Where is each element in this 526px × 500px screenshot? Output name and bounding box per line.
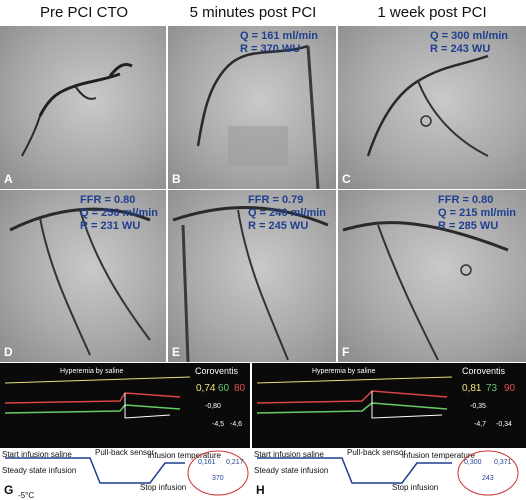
annotation-infusion-temp: infusion temperature [402,451,475,460]
ws-temp: -0,34 [496,421,512,428]
r-value: 370 [212,475,224,482]
panel-label: H [256,483,265,497]
flow-value: Q = 215 ml/min [438,207,516,219]
angiogram-panel-f: FFR = 0.80 Q = 215 ml/min R = 285 WU F [338,190,526,362]
panel-label: C [342,172,351,186]
annotation-stop: Stop infusion [392,483,439,492]
annotation-stop: Stop infusion [140,483,187,492]
angiogram-panel-a: A [0,26,166,189]
vessel-drawing [172,206,329,362]
panel-label: F [342,345,350,359]
ffr-value: FFR = 0.79 [248,194,304,206]
annotation-pullback: Pull-back sensor [347,448,407,457]
angiogram-panel-b: Q = 161 ml/min R = 370 WU B [168,26,336,189]
header-pre-pci: Pre PCI CTO [39,4,129,21]
pd-value: 90 [504,383,516,394]
q2-value: 0,217 [226,459,244,466]
ffr-value: FFR = 0.80 [438,194,494,206]
measurement-block: FFR = 0.80 Q = 256 ml/min R = 231 WU [80,194,158,233]
measurement-block: FFR = 0.79 Q = 246 ml/min R = 245 WU [248,194,326,233]
temperature-curve [5,450,249,496]
vessel-drawing [196,44,320,189]
vessel-drawing [366,54,489,157]
vessel-drawing [9,207,151,356]
resistance-value: R = 243 WU [430,43,491,55]
angiogram-panel-c: Q = 300 ml/min R = 243 WU C [338,26,526,189]
annotation-steady: Steady state infusion [254,466,329,475]
ffr-value: FFR = 0.80 [80,194,136,206]
panel-label: A [4,172,13,186]
header-5-minutes: 5 minutes post PCI [189,4,317,21]
resistance-value: R = 245 WU [248,220,309,232]
q2-value: 0,371 [494,459,512,466]
flow-value: Q = 246 ml/min [248,207,326,219]
vessel-drawing [21,62,133,157]
flow-value: Q = 300 ml/min [430,30,508,42]
wl-temp: -4,7 [474,421,487,428]
pressure-trace [256,376,453,419]
annotation-start: Start infusion saline [254,450,324,459]
r-value: 243 [482,475,494,482]
measurement-block: FFR = 0.80 Q = 215 ml/min R = 285 WU [438,194,516,233]
annotation-infusion-temp: infusion temperature [148,451,221,460]
annotation-pullback: Pull-back sensor [95,448,155,457]
temperature-curve [257,450,519,496]
annotation-start: Start infusion saline [2,450,72,459]
flow-value: Q = 256 ml/min [80,207,158,219]
monitor-panel-h: Hyperemia by saline Coroventis 0,81 73 9… [252,363,526,500]
flow-value: Q = 161 ml/min [240,30,318,42]
header-1-week: 1 week post PCI [377,4,487,21]
vessel-drawing [342,221,509,361]
panel-label: E [172,345,181,359]
panel-label: D [4,345,13,359]
panel-label: B [172,172,181,186]
q-value: 0,300 [464,459,482,466]
resistance-value: R = 231 WU [80,220,141,232]
sm-value: -0,80 [205,403,221,410]
wl-temp: -4,5 [212,421,225,428]
angiogram-panel-d: FFR = 0.80 Q = 256 ml/min R = 231 WU D [0,190,166,362]
monitor-screen: Hyperemia by saline Coroventis 0,74 60 8… [0,363,250,448]
resistance-value: R = 285 WU [438,220,499,232]
monitor-screen: Hyperemia by saline Coroventis 0,81 73 9… [252,363,526,448]
q-value: 0,161 [198,459,216,466]
sm-value: -0,35 [470,403,486,410]
ffr-value: 0,74 [196,383,216,394]
resistance-value: R = 370 WU [240,43,301,55]
panel-label: G [4,483,14,497]
pa-value: 73 [486,383,498,394]
pressure-trace [4,376,191,419]
measurement-block: Q = 161 ml/min R = 370 WU [240,30,318,56]
ws-temp: -4,6 [230,421,243,428]
hyperemia-label: Hyperemia by saline [60,368,124,375]
hyperemia-label: Hyperemia by saline [312,368,376,375]
brand-label: Coroventis [195,366,239,376]
measurement-block: Q = 300 ml/min R = 243 WU [430,30,508,56]
pd-value: 80 [234,383,246,394]
annotation-steady: Steady state infusion [2,466,77,475]
temperature-label: -5°C [18,491,35,500]
brand-label: Coroventis [462,366,506,376]
monitor-panel-g: Hyperemia by saline Coroventis 0,74 60 8… [0,363,250,500]
pa-value: 60 [218,383,230,394]
angiogram-panel-e: FFR = 0.79 Q = 246 ml/min R = 245 WU E [168,190,336,362]
ffr-value: 0,81 [462,383,482,394]
